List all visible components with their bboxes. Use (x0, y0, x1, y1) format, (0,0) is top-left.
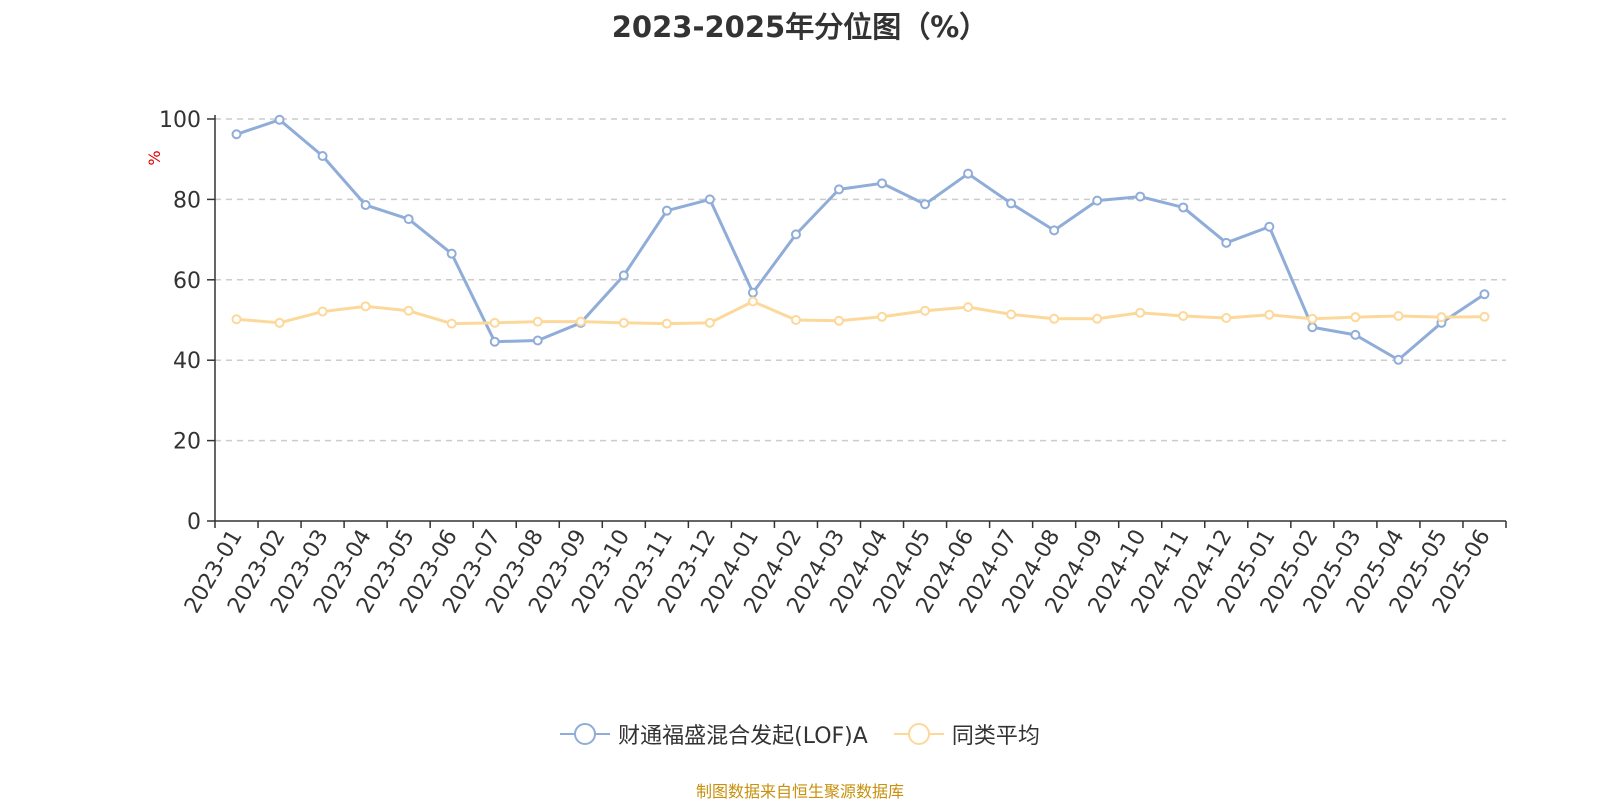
y-tick-label: 80 (173, 188, 201, 213)
axes: 0204060801002023-012023-022023-032023-04… (159, 108, 1507, 618)
data-point (1178, 310, 1189, 321)
data-point (790, 229, 801, 240)
data-point (920, 199, 931, 210)
data-point (532, 335, 543, 346)
y-axis-label: % (145, 150, 164, 165)
data-point (1479, 311, 1490, 322)
data-point (618, 270, 629, 281)
data-point (489, 336, 500, 347)
data-point (833, 184, 844, 195)
data-point (963, 302, 974, 313)
data-point (920, 305, 931, 316)
y-tick-label: 100 (159, 108, 201, 133)
data-point (1264, 309, 1275, 320)
data-point (1221, 237, 1232, 248)
legend-label-fund: 财通福盛混合发起(LOF)A (618, 724, 868, 749)
legend-item-fund[interactable]: 财通福盛混合发起(LOF)A (560, 718, 868, 750)
data-point (1436, 312, 1447, 323)
chart-title: 2023-2025年分位图（%） (611, 10, 989, 44)
data-point (1350, 329, 1361, 340)
series-lines (231, 114, 1490, 365)
data-point (618, 317, 629, 328)
data-point (963, 168, 974, 179)
data-point (403, 305, 414, 316)
data-point (532, 316, 543, 327)
data-point (1006, 198, 1017, 209)
grid-lines (215, 118, 1506, 442)
data-point (446, 248, 457, 259)
data-point (1307, 313, 1318, 324)
data-point (274, 317, 285, 328)
data-point (1350, 312, 1361, 323)
data-point (231, 129, 242, 140)
y-tick-label: 60 (173, 269, 201, 294)
data-point (575, 316, 586, 327)
y-tick-label: 40 (173, 349, 201, 374)
data-point (1135, 191, 1146, 202)
data-point (704, 317, 715, 328)
series-line-1 (236, 300, 1485, 326)
data-point (747, 287, 758, 298)
data-point (1393, 354, 1404, 365)
legend-item-peer-average[interactable]: 同类平均 (893, 718, 1040, 750)
data-point (1221, 312, 1232, 323)
data-point (877, 311, 888, 322)
data-point (877, 178, 888, 189)
data-point (790, 315, 801, 325)
data-point (446, 318, 457, 329)
data-point (1092, 313, 1103, 324)
legend: 财通福盛混合发起(LOF)A 同类平均 (0, 718, 1600, 750)
data-point (661, 318, 672, 329)
data-point (360, 301, 371, 312)
data-point (274, 114, 285, 125)
y-tick-label: 0 (187, 510, 201, 535)
data-point (317, 306, 328, 317)
data-point (747, 296, 758, 307)
legend-marker-fund (560, 723, 611, 745)
data-point (360, 200, 371, 211)
data-point (704, 194, 715, 205)
data-point (1049, 313, 1060, 324)
data-point (1135, 307, 1146, 318)
data-point (1049, 225, 1060, 236)
legend-marker-peer-average (893, 723, 944, 745)
data-point (1178, 202, 1189, 213)
series-line-0 (236, 118, 1486, 362)
data-point (1479, 289, 1490, 300)
data-point (661, 205, 672, 216)
data-point (317, 150, 328, 161)
data-point (1264, 221, 1275, 232)
data-point (403, 214, 414, 225)
data-point (231, 314, 242, 325)
legend-label-peer-average: 同类平均 (951, 724, 1040, 749)
y-tick-label: 20 (173, 430, 201, 455)
data-point (1393, 310, 1404, 321)
data-point (1092, 195, 1103, 206)
data-point (489, 317, 500, 328)
data-source-note: 制图数据来自恒生聚源数据库 (695, 782, 904, 801)
data-point (833, 315, 844, 326)
data-point (1307, 322, 1318, 333)
data-point (1006, 309, 1017, 320)
